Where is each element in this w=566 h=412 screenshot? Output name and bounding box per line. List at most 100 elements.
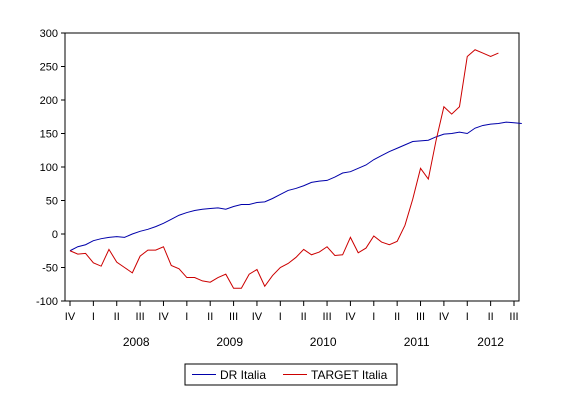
- data-point-target-italia: [162, 246, 164, 248]
- data-point-target-italia: [232, 287, 234, 289]
- data-point-target-italia: [116, 261, 118, 263]
- data-point-dr-italia: [162, 222, 164, 224]
- data-point-target-italia: [131, 272, 133, 274]
- data-point-dr-italia: [170, 218, 172, 220]
- data-point-target-italia: [69, 250, 71, 252]
- data-point-dr-italia: [92, 240, 94, 242]
- y-tick-label: 100: [40, 162, 58, 174]
- y-tick-label: 250: [40, 62, 58, 74]
- data-point-target-italia: [217, 276, 219, 278]
- data-point-dr-italia: [489, 123, 491, 125]
- x-tick-label: IV: [158, 311, 169, 323]
- data-point-dr-italia: [256, 201, 258, 203]
- data-point-target-italia: [435, 139, 437, 141]
- x-tick-label: II: [114, 311, 120, 323]
- data-point-target-italia: [240, 287, 242, 289]
- data-point-target-italia: [84, 252, 86, 254]
- data-point-dr-italia: [357, 167, 359, 169]
- data-point-dr-italia: [326, 179, 328, 181]
- data-point-target-italia: [388, 244, 390, 246]
- data-point-dr-italia: [419, 140, 421, 142]
- data-point-dr-italia: [201, 208, 203, 210]
- x-tick-label: III: [136, 311, 145, 323]
- data-point-target-italia: [341, 254, 343, 256]
- data-point-dr-italia: [380, 154, 382, 156]
- data-point-dr-italia: [287, 189, 289, 191]
- data-point-target-italia: [443, 106, 445, 108]
- data-point-target-italia: [302, 248, 304, 250]
- series-line-dr-italia: [69, 121, 522, 252]
- data-point-dr-italia: [271, 197, 273, 199]
- data-point-target-italia: [108, 248, 110, 250]
- data-point-target-italia: [147, 249, 149, 251]
- data-point-target-italia: [318, 251, 320, 253]
- x-tick-label: III: [509, 311, 518, 323]
- x-tick-label: IV: [439, 311, 450, 323]
- data-point-target-italia: [193, 276, 195, 278]
- x-tick-label: III: [229, 311, 238, 323]
- data-point-target-italia: [419, 167, 421, 169]
- data-point-dr-italia: [147, 228, 149, 230]
- data-point-target-italia: [264, 285, 266, 287]
- data-point-dr-italia: [178, 214, 180, 216]
- data-point-target-italia: [450, 113, 452, 115]
- data-point-dr-italia: [474, 127, 476, 129]
- data-point-dr-italia: [505, 121, 507, 123]
- data-point-target-italia: [396, 240, 398, 242]
- data-point-dr-italia: [209, 207, 211, 209]
- data-point-dr-italia: [108, 236, 110, 238]
- series-group: [69, 49, 522, 289]
- data-point-target-italia: [287, 262, 289, 264]
- data-point-dr-italia: [193, 209, 195, 211]
- x-tick-label: II: [488, 311, 494, 323]
- data-point-dr-italia: [116, 235, 118, 237]
- data-point-dr-italia: [466, 132, 468, 134]
- data-point-dr-italia: [310, 181, 312, 183]
- data-point-target-italia: [295, 256, 297, 258]
- data-point-dr-italia: [497, 122, 499, 124]
- data-point-target-italia: [326, 246, 328, 248]
- data-point-dr-italia: [154, 225, 156, 227]
- legend: DR Italia TARGET Italia: [184, 363, 398, 386]
- data-point-dr-italia: [77, 246, 79, 248]
- data-point-target-italia: [209, 281, 211, 283]
- data-point-dr-italia: [295, 187, 297, 189]
- y-tick-label: 150: [40, 129, 58, 141]
- data-point-dr-italia: [482, 124, 484, 126]
- legend-label-target-italia: TARGET Italia: [311, 368, 388, 382]
- data-point-target-italia: [474, 49, 476, 51]
- data-point-target-italia: [489, 55, 491, 57]
- data-point-target-italia: [123, 266, 125, 268]
- legend-label-dr-italia: DR Italia: [220, 368, 266, 382]
- x-tick-label: I: [372, 311, 375, 323]
- data-point-dr-italia: [131, 233, 133, 235]
- data-point-dr-italia: [139, 230, 141, 232]
- data-point-dr-italia: [84, 244, 86, 246]
- data-point-dr-italia: [123, 236, 125, 238]
- data-point-dr-italia: [279, 193, 281, 195]
- data-point-dr-italia: [217, 207, 219, 209]
- data-point-dr-italia: [513, 122, 515, 124]
- data-point-dr-italia: [318, 180, 320, 182]
- data-point-target-italia: [357, 252, 359, 254]
- data-point-dr-italia: [341, 172, 343, 174]
- data-point-dr-italia: [186, 211, 188, 213]
- data-point-target-italia: [482, 52, 484, 54]
- data-point-target-italia: [225, 273, 227, 275]
- data-point-target-italia: [154, 249, 156, 251]
- data-point-target-italia: [466, 55, 468, 57]
- data-point-dr-italia: [264, 201, 266, 203]
- data-point-target-italia: [178, 268, 180, 270]
- data-point-target-italia: [380, 241, 382, 243]
- y-tick-label: 300: [40, 28, 58, 40]
- data-point-dr-italia: [396, 147, 398, 149]
- data-point-dr-italia: [450, 132, 452, 134]
- data-point-target-italia: [334, 254, 336, 256]
- y-tick-label: 0: [52, 229, 58, 241]
- data-point-dr-italia: [349, 170, 351, 172]
- data-point-target-italia: [170, 264, 172, 266]
- x-tick-label: IV: [65, 311, 76, 323]
- data-point-dr-italia: [248, 203, 250, 205]
- x-year-label: 2012: [477, 335, 504, 349]
